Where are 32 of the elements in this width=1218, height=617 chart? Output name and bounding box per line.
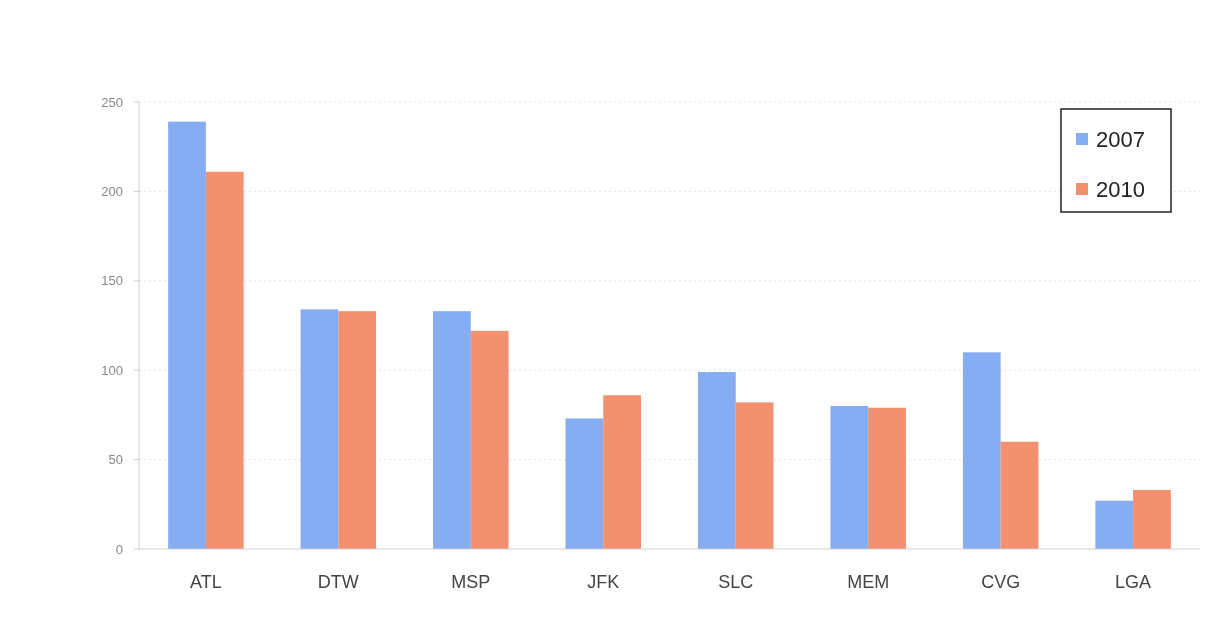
bar	[1095, 500, 1134, 549]
bar	[338, 311, 377, 549]
x-tick-label: CVG	[981, 572, 1021, 592]
bar	[433, 311, 471, 549]
bar	[603, 395, 642, 549]
y-tick-label: 150	[101, 273, 123, 289]
y-tick-label: 250	[101, 94, 123, 110]
bar	[1000, 441, 1039, 549]
legend-label: 2007	[1096, 126, 1145, 152]
bar	[830, 405, 869, 549]
bar	[1133, 490, 1171, 549]
bar	[168, 121, 206, 549]
bar	[697, 371, 736, 549]
bar	[735, 402, 774, 549]
bar	[300, 309, 339, 549]
bar	[565, 418, 604, 549]
y-tick-label: 200	[101, 183, 123, 199]
x-tick-label: ATL	[190, 572, 222, 592]
bar	[868, 407, 906, 549]
x-tick-label: DTW	[317, 572, 359, 592]
bar	[205, 171, 244, 549]
bar	[470, 330, 509, 549]
y-tick-label: 0	[115, 541, 123, 557]
y-tick-label: 50	[108, 452, 123, 468]
y-tick-label: 100	[101, 362, 123, 378]
x-tick-label: MEM	[847, 572, 890, 592]
x-tick-label: JFK	[587, 572, 620, 592]
legend-label: 2010	[1096, 176, 1145, 202]
x-tick-label: LGA	[1115, 572, 1152, 592]
bar	[962, 352, 1001, 549]
x-tick-label: SLC	[718, 572, 754, 592]
x-tick-label: MSP	[451, 572, 491, 592]
